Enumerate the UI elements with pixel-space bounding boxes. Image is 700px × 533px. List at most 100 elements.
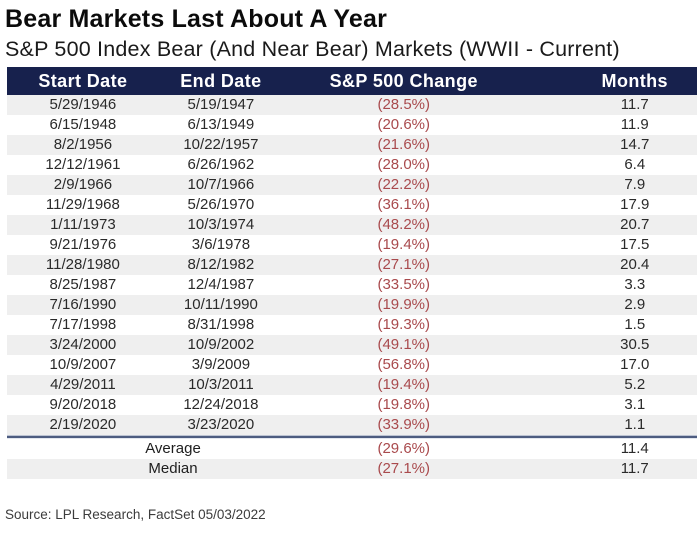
table-row: 1/11/1973 10/3/1974 (48.2%) 20.7 <box>7 215 697 235</box>
change-cell: (33.5%) <box>377 276 430 293</box>
months-cell: 17.5 <box>620 236 650 253</box>
months-cell: 20.7 <box>620 216 650 233</box>
column-header-months: Months <box>524 67 697 95</box>
start-date-cell: 2/19/2020 <box>49 416 117 433</box>
change-cell: (28.0%) <box>377 156 430 173</box>
end-date-cell: 10/9/2002 <box>187 336 255 353</box>
months-cell: 5.2 <box>624 376 646 393</box>
change-cell: (36.1%) <box>377 196 430 213</box>
end-date-cell: 5/26/1970 <box>187 196 255 213</box>
table-row: 7/16/1990 10/11/1990 (19.9%) 2.9 <box>7 295 697 315</box>
change-cell: (49.1%) <box>377 336 430 353</box>
months-cell: 17.9 <box>620 196 650 213</box>
summary-label: Median <box>148 460 198 477</box>
end-date-cell: 3/23/2020 <box>187 416 255 433</box>
end-date-cell: 3/6/1978 <box>191 236 251 253</box>
table-row: 3/24/2000 10/9/2002 (49.1%) 30.5 <box>7 335 697 355</box>
start-date-cell: 3/24/2000 <box>49 336 117 353</box>
bear-markets-table-page: Bear Markets Last About A Year S&P 500 I… <box>0 3 700 533</box>
months-cell: 7.9 <box>624 176 646 193</box>
change-cell: (33.9%) <box>377 416 430 433</box>
page-subtitle: S&P 500 Index Bear (And Near Bear) Marke… <box>5 37 620 61</box>
table-row: 11/29/1968 5/26/1970 (36.1%) 17.9 <box>7 195 697 215</box>
table-row: 5/29/1946 5/19/1947 (28.5%) 11.7 <box>7 95 697 115</box>
end-date-cell: 5/19/1947 <box>187 96 255 113</box>
table-row: 2/19/2020 3/23/2020 (33.9%) 1.1 <box>7 415 697 436</box>
months-cell: 17.0 <box>620 356 650 373</box>
months-cell: 6.4 <box>624 156 646 173</box>
months-cell: 2.9 <box>624 296 646 313</box>
change-cell: (56.8%) <box>377 356 430 373</box>
page-title: Bear Markets Last About A Year <box>5 5 388 33</box>
start-date-cell: 11/28/1980 <box>45 256 120 273</box>
change-cell: (48.2%) <box>377 216 430 233</box>
start-date-cell: 1/11/1973 <box>50 216 116 233</box>
end-date-cell: 12/24/2018 <box>183 396 259 413</box>
months-cell: 3.1 <box>624 396 646 413</box>
change-cell: (19.3%) <box>377 316 430 333</box>
start-date-cell: 11/29/1968 <box>45 196 120 213</box>
column-header-sp500-change: S&P 500 Change <box>282 67 525 95</box>
end-date-cell: 6/26/1962 <box>187 156 255 173</box>
summary-row-average: Average (29.6%) 11.4 <box>7 439 697 460</box>
end-date-cell: 10/3/2011 <box>188 376 254 393</box>
end-date-cell: 12/4/1987 <box>187 276 255 293</box>
start-date-cell: 9/20/2018 <box>49 396 117 413</box>
end-date-cell: 8/31/1998 <box>187 316 255 333</box>
start-date-cell: 7/16/1990 <box>49 296 117 313</box>
table-row: 9/20/2018 12/24/2018 (19.8%) 3.1 <box>7 395 697 415</box>
table-body: 5/29/1946 5/19/1947 (28.5%) 11.7 6/15/1948 6/… <box>7 95 697 479</box>
start-date-cell: 5/29/1946 <box>49 96 117 113</box>
change-cell: (19.4%) <box>377 376 430 393</box>
change-cell: (19.9%) <box>377 296 430 313</box>
summary-divider <box>7 435 697 439</box>
months-cell: 1.5 <box>624 316 646 333</box>
months-cell: 3.3 <box>624 276 646 293</box>
start-date-cell: 4/29/2011 <box>50 376 116 393</box>
table-row: 8/25/1987 12/4/1987 (33.5%) 3.3 <box>7 275 697 295</box>
start-date-cell: 12/12/1961 <box>45 156 121 173</box>
table-row: 4/29/2011 10/3/2011 (19.4%) 5.2 <box>7 375 697 395</box>
start-date-cell: 10/9/2007 <box>49 356 117 373</box>
months-cell: 30.5 <box>620 336 650 353</box>
months-cell: 14.7 <box>620 136 650 153</box>
start-date-cell: 6/15/1948 <box>49 116 117 133</box>
summary-change-cell: (29.6%) <box>377 440 430 457</box>
column-header-end-date: End Date <box>158 67 283 95</box>
start-date-cell: 2/9/1966 <box>53 176 113 193</box>
start-date-cell: 7/17/1998 <box>49 316 117 333</box>
change-cell: (21.6%) <box>377 136 430 153</box>
summary-months-cell: 11.7 <box>620 460 649 477</box>
end-date-cell: 10/11/1990 <box>183 296 258 313</box>
table-row: 9/21/1976 3/6/1978 (19.4%) 17.5 <box>7 235 697 255</box>
table-row: 7/17/1998 8/31/1998 (19.3%) 1.5 <box>7 315 697 335</box>
table-row: 2/9/1966 10/7/1966 (22.2%) 7.9 <box>7 175 697 195</box>
table-header-row: Start Date End Date S&P 500 Change Month… <box>7 67 697 95</box>
table-row: 12/12/1961 6/26/1962 (28.0%) 6.4 <box>7 155 697 175</box>
summary-divider-line <box>7 435 697 439</box>
change-cell: (28.5%) <box>377 96 430 113</box>
months-cell: 1.1 <box>624 416 646 433</box>
change-cell: (27.1%) <box>377 256 430 273</box>
table-row: 11/28/1980 8/12/1982 (27.1%) 20.4 <box>7 255 697 275</box>
table-header: Start Date End Date S&P 500 Change Month… <box>7 67 697 95</box>
change-cell: (20.6%) <box>377 116 430 133</box>
summary-row-median: Median (27.1%) 11.7 <box>7 459 697 479</box>
change-cell: (19.4%) <box>377 236 430 253</box>
months-cell: 11.9 <box>620 116 649 133</box>
end-date-cell: 8/12/1982 <box>187 256 255 273</box>
end-date-cell: 6/13/1949 <box>187 116 255 133</box>
table-row: 6/15/1948 6/13/1949 (20.6%) 11.9 <box>7 115 697 135</box>
start-date-cell: 8/25/1987 <box>49 276 117 293</box>
months-cell: 20.4 <box>620 256 650 273</box>
summary-months-cell: 11.4 <box>620 440 649 457</box>
change-cell: (19.8%) <box>377 396 430 413</box>
source-note: Source: LPL Research, FactSet 05/03/2022 <box>5 507 266 522</box>
end-date-cell: 10/7/1966 <box>187 176 255 193</box>
summary-label: Average <box>145 440 201 457</box>
table-row: 10/9/2007 3/9/2009 (56.8%) 17.0 <box>7 355 697 375</box>
start-date-cell: 8/2/1956 <box>53 136 113 153</box>
months-cell: 11.7 <box>620 96 649 113</box>
summary-change-cell: (27.1%) <box>377 460 430 477</box>
change-cell: (22.2%) <box>377 176 430 193</box>
